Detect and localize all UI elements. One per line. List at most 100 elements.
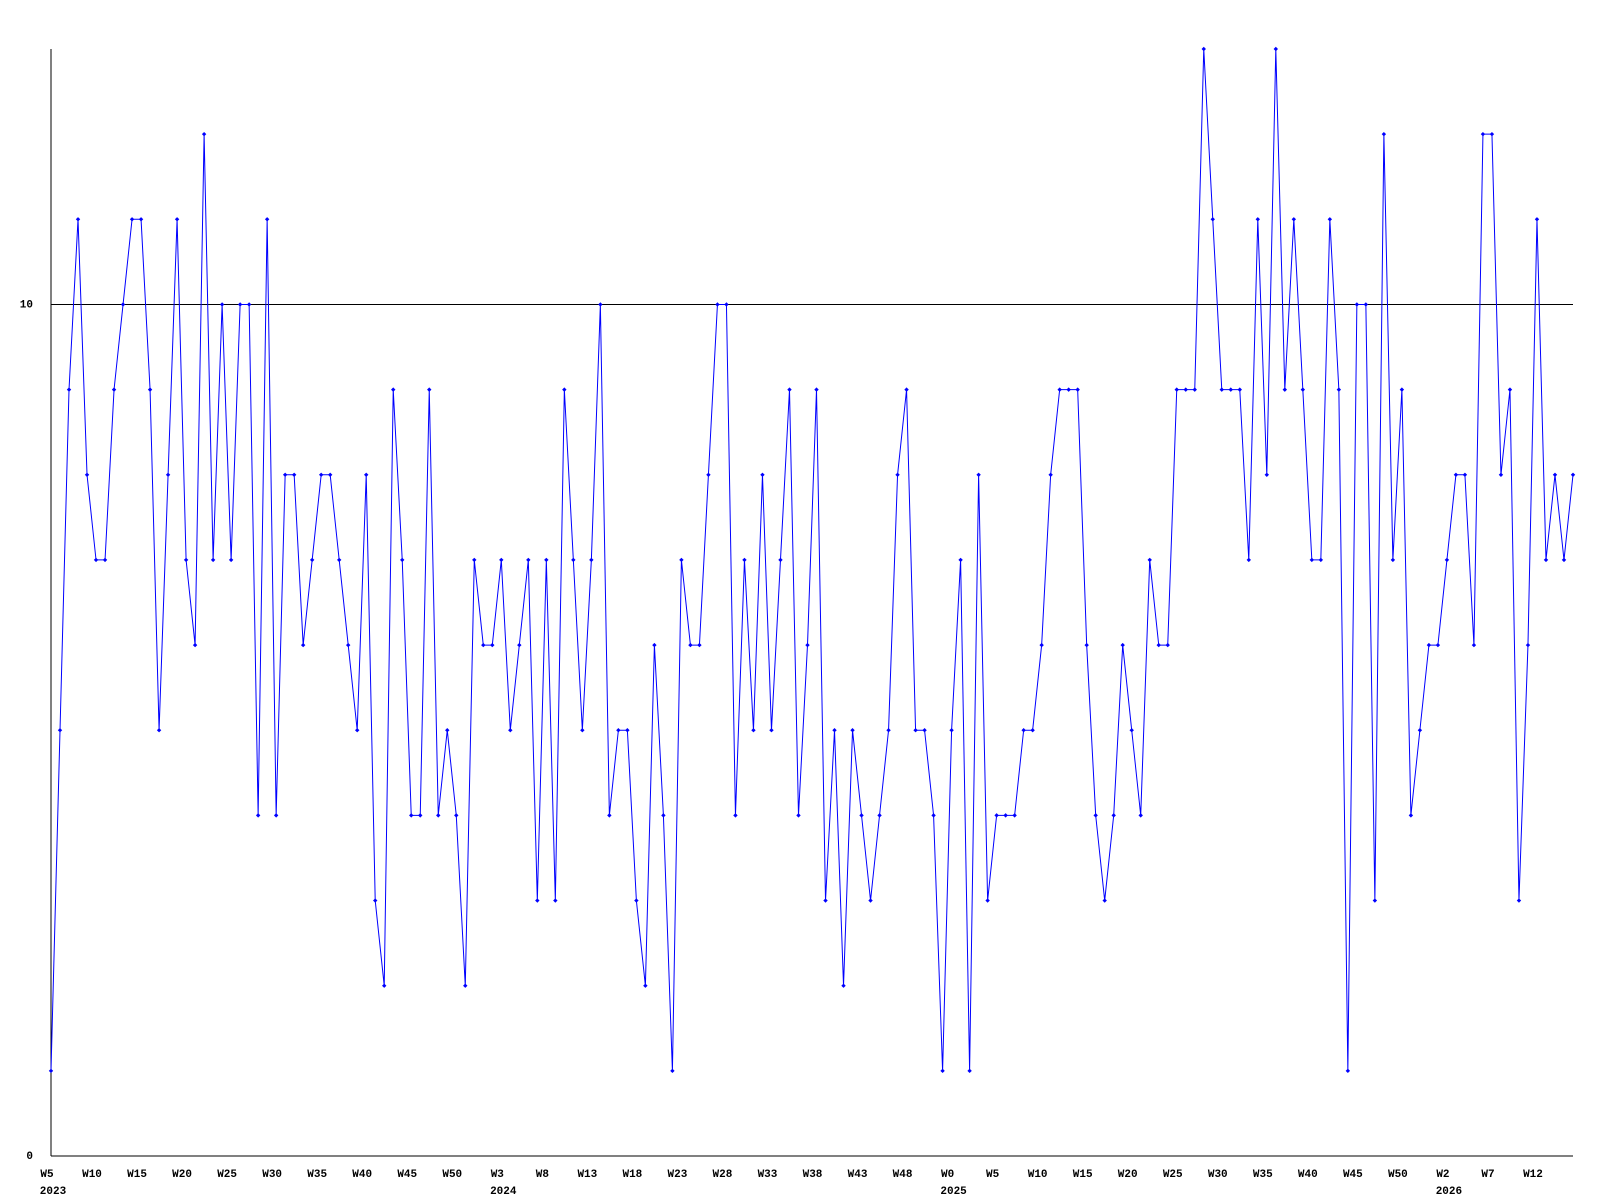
data-point bbox=[1453, 472, 1459, 477]
data-point bbox=[985, 898, 990, 903]
data-point bbox=[1039, 642, 1044, 648]
data-point bbox=[1462, 472, 1468, 477]
data-point bbox=[1075, 387, 1080, 392]
data-point bbox=[1399, 387, 1405, 392]
data-point bbox=[1525, 642, 1531, 648]
x-tick-label: W28 bbox=[713, 1169, 733, 1181]
data-point bbox=[1129, 728, 1134, 733]
data-point bbox=[382, 983, 387, 988]
data-point bbox=[598, 302, 603, 307]
data-point bbox=[769, 728, 774, 733]
data-point bbox=[345, 642, 351, 648]
data-point bbox=[868, 898, 873, 903]
data-point bbox=[733, 813, 738, 818]
data-point bbox=[517, 642, 522, 648]
data-point bbox=[102, 557, 108, 563]
x-tick-label: W10 bbox=[82, 1169, 102, 1181]
data-point bbox=[445, 728, 450, 733]
x-tick-label: W23 bbox=[668, 1169, 688, 1181]
data-point bbox=[1012, 813, 1017, 818]
data-point bbox=[895, 472, 900, 477]
data-point bbox=[1030, 728, 1035, 733]
data-point bbox=[616, 728, 621, 733]
data-point bbox=[940, 1068, 945, 1074]
data-point bbox=[1246, 557, 1251, 563]
x-tick-label: W40 bbox=[352, 1169, 372, 1181]
data-point bbox=[192, 642, 198, 648]
data-point bbox=[544, 557, 549, 563]
data-point bbox=[1174, 387, 1179, 392]
data-point bbox=[967, 1068, 972, 1074]
data-point bbox=[1408, 813, 1414, 818]
x-year-label: 2023 bbox=[40, 1186, 67, 1198]
data-point bbox=[201, 131, 207, 137]
data-point bbox=[931, 813, 936, 818]
data-point bbox=[1066, 387, 1071, 392]
data-point bbox=[1147, 557, 1152, 563]
data-point bbox=[760, 472, 765, 477]
data-point bbox=[1561, 557, 1567, 563]
data-point bbox=[1021, 728, 1026, 733]
data-point bbox=[1534, 217, 1540, 222]
x-tick-label: W7 bbox=[1481, 1169, 1494, 1181]
data-point bbox=[111, 387, 117, 392]
data-point bbox=[670, 1068, 675, 1074]
x-tick-label: W30 bbox=[1208, 1169, 1228, 1181]
data-point bbox=[1282, 387, 1288, 392]
data-point bbox=[643, 983, 648, 988]
data-point bbox=[138, 217, 144, 222]
data-point bbox=[1120, 642, 1125, 648]
data-point bbox=[1552, 472, 1558, 477]
data-point bbox=[652, 642, 657, 648]
data-point bbox=[1237, 387, 1242, 392]
data-point bbox=[1345, 1068, 1351, 1074]
data-point bbox=[634, 898, 639, 903]
data-point bbox=[949, 728, 954, 733]
data-point bbox=[562, 387, 567, 392]
data-point bbox=[373, 898, 378, 903]
data-point bbox=[1201, 46, 1206, 52]
data-point bbox=[309, 557, 315, 563]
data-point bbox=[958, 557, 963, 563]
data-point bbox=[823, 898, 828, 903]
data-point bbox=[1444, 557, 1450, 563]
data-point bbox=[156, 728, 162, 733]
data-point bbox=[66, 387, 72, 392]
data-point bbox=[796, 813, 801, 818]
x-tick-label: W40 bbox=[1298, 1169, 1318, 1181]
data-point bbox=[174, 217, 180, 222]
x-tick-label: W13 bbox=[577, 1169, 597, 1181]
data-point bbox=[1489, 131, 1495, 137]
x-tick-label: W18 bbox=[622, 1169, 642, 1181]
data-point bbox=[607, 813, 612, 818]
x-tick-label: W12 bbox=[1523, 1169, 1543, 1181]
data-point bbox=[472, 557, 477, 563]
data-point bbox=[1057, 387, 1062, 392]
data-point bbox=[490, 642, 495, 648]
data-point bbox=[1354, 302, 1360, 307]
x-tick-label: W25 bbox=[217, 1169, 237, 1181]
data-point bbox=[264, 217, 270, 222]
data-point bbox=[1264, 472, 1269, 477]
data-point bbox=[787, 387, 792, 392]
x-tick-label: W20 bbox=[172, 1169, 192, 1181]
data-point bbox=[291, 472, 297, 477]
data-point bbox=[1138, 813, 1143, 818]
x-tick-label: W48 bbox=[893, 1169, 913, 1181]
data-point bbox=[1048, 472, 1053, 477]
data-point bbox=[418, 813, 423, 818]
data-point bbox=[93, 557, 99, 563]
data-point bbox=[327, 472, 333, 477]
data-point bbox=[904, 387, 909, 392]
x-tick-label: W45 bbox=[397, 1169, 417, 1181]
x-tick-label: W25 bbox=[1163, 1169, 1183, 1181]
data-point bbox=[976, 472, 981, 477]
data-point bbox=[850, 728, 855, 733]
data-point bbox=[625, 728, 630, 733]
x-tick-label: W10 bbox=[1028, 1169, 1048, 1181]
data-point bbox=[742, 557, 747, 563]
data-point bbox=[841, 983, 846, 988]
data-point bbox=[237, 302, 243, 307]
data-point bbox=[526, 557, 531, 563]
data-point bbox=[922, 728, 927, 733]
